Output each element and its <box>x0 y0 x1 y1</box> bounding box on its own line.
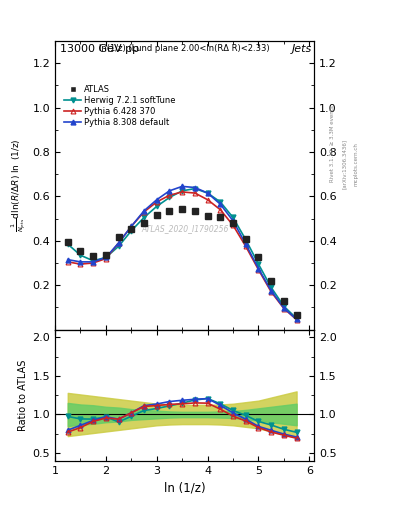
Text: mcplots.cern.ch: mcplots.cern.ch <box>353 142 358 186</box>
Legend: ATLAS, Herwig 7.2.1 softTune, Pythia 6.428 370, Pythia 8.308 default: ATLAS, Herwig 7.2.1 softTune, Pythia 6.4… <box>62 82 178 130</box>
X-axis label: ln (1/z): ln (1/z) <box>164 481 206 494</box>
Text: 13000 GeV pp: 13000 GeV pp <box>60 44 140 54</box>
Y-axis label: $\frac{1}{N_\mathsf{jets}}$d$\ln(R/\Delta R)$ $\ln$ (1/z): $\frac{1}{N_\mathsf{jets}}$d$\ln(R/\Delt… <box>9 138 28 232</box>
Text: Jets: Jets <box>292 44 312 54</box>
Text: Rivet 3.1.10, ≥ 3.3M events: Rivet 3.1.10, ≥ 3.3M events <box>330 105 334 182</box>
Text: ATLAS_2020_I1790256: ATLAS_2020_I1790256 <box>141 224 228 233</box>
Text: ln(1/z) (Lund plane 2.00<ln(RΔ R)<2.33): ln(1/z) (Lund plane 2.00<ln(RΔ R)<2.33) <box>99 44 270 53</box>
Y-axis label: Ratio to ATLAS: Ratio to ATLAS <box>18 359 28 431</box>
Text: [arXiv:1306.3436]: [arXiv:1306.3436] <box>342 139 346 189</box>
